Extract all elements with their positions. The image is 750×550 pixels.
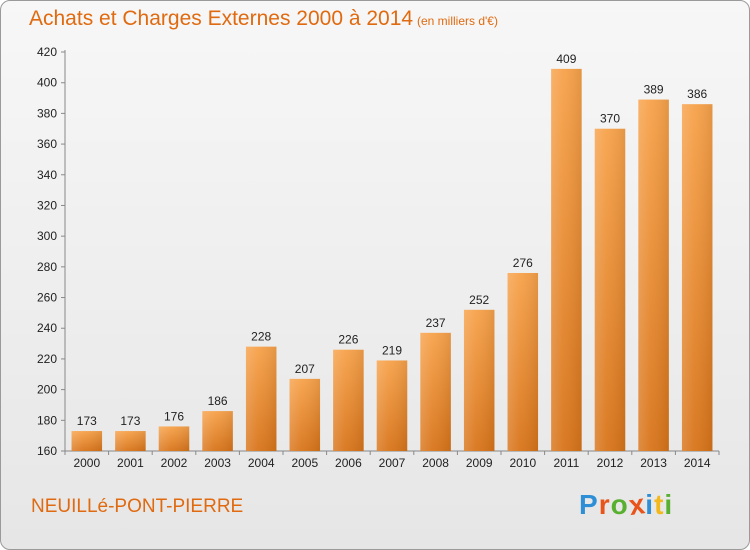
bar-value-label: 276: [513, 256, 533, 270]
bar-value-label: 173: [120, 414, 140, 428]
logo-letter: i: [664, 489, 674, 520]
bar-value-label: 237: [426, 316, 446, 330]
y-tick-label: 260: [37, 291, 57, 305]
logo-letter: P: [579, 489, 599, 520]
y-tick-label: 200: [37, 383, 57, 397]
bars: [71, 68, 713, 452]
logo-letter: x: [626, 488, 648, 522]
bar-value-label: 389: [644, 83, 664, 97]
x-tick-label: 2001: [117, 456, 144, 470]
y-tick-label: 380: [37, 106, 57, 120]
bar-shine: [71, 431, 103, 451]
chart-subtitle: (en milliers d'€): [417, 14, 498, 28]
bar-shine: [202, 411, 233, 451]
logo-letter: i: [645, 489, 655, 520]
bar-value-label: 219: [382, 343, 402, 357]
bar-shine: [507, 272, 539, 451]
bar-shine: [681, 104, 713, 451]
x-tick-label: 2002: [161, 456, 188, 470]
bar-shine: [638, 99, 669, 452]
bar-value-label: 173: [77, 414, 97, 428]
bar-value-label: 409: [556, 52, 576, 66]
bar-shine: [463, 309, 495, 451]
bar-shine: [551, 68, 582, 451]
chart-title: Achats et Charges Externes 2000 à 2014: [29, 7, 414, 30]
bar-shine: [245, 346, 277, 451]
x-tick-label: 2003: [204, 456, 231, 470]
y-tick-label: 340: [37, 168, 57, 182]
bar-value-label: 226: [338, 333, 358, 347]
bar-value-label: 228: [251, 330, 271, 344]
bar-value-label: 186: [208, 394, 228, 408]
x-tick-label: 2006: [335, 456, 362, 470]
bar-value-label: 252: [469, 293, 489, 307]
x-tick-label: 2000: [73, 456, 100, 470]
y-tick-label: 300: [37, 229, 57, 243]
y-tick-label: 280: [37, 260, 57, 274]
bar-value-label: 386: [687, 87, 707, 101]
x-tick-label: 2004: [248, 456, 275, 470]
commune-name: NEUILLé-PONT-PIERRE: [31, 496, 244, 517]
y-tick-label: 220: [37, 352, 57, 366]
bar-shine: [376, 360, 408, 451]
x-tick-label: 2010: [509, 456, 536, 470]
y-tick-label: 400: [37, 76, 57, 90]
logo-letter: r: [598, 489, 611, 520]
y-tick-label: 160: [37, 444, 57, 458]
x-tick-label: 2005: [291, 456, 318, 470]
x-tick-label: 2007: [379, 456, 406, 470]
value-labels: 173 173 176 186 228 207 226 219 237 252 276 409 370 3…: [77, 52, 708, 428]
x-tick-label: 2013: [640, 456, 667, 470]
y-tick-label: 320: [37, 198, 57, 212]
x-tick-label: 2014: [684, 456, 711, 470]
y-tick-label: 180: [37, 413, 57, 427]
x-tick-label: 2008: [422, 456, 449, 470]
bar-shine: [333, 349, 364, 451]
x-tick-label: 2012: [597, 456, 624, 470]
proxiti-logo: Proxiti: [579, 488, 674, 522]
bar-shine: [289, 378, 321, 451]
bar-shine: [158, 426, 190, 451]
logo-letter: o: [610, 489, 629, 520]
x-tick-label: 2011: [553, 456, 579, 470]
bar-shine: [115, 431, 146, 451]
x-tick-label: 2009: [466, 456, 493, 470]
y-tick-label: 240: [37, 321, 57, 335]
y-tick-label: 420: [37, 45, 57, 59]
bar-value-label: 370: [600, 112, 620, 126]
bar-value-label: 176: [164, 409, 184, 423]
logo-letter: t: [654, 489, 665, 520]
y-tick-label: 360: [37, 137, 57, 151]
bar-shine: [420, 332, 451, 451]
bar-shine: [594, 128, 626, 451]
bar-value-label: 207: [295, 362, 315, 376]
